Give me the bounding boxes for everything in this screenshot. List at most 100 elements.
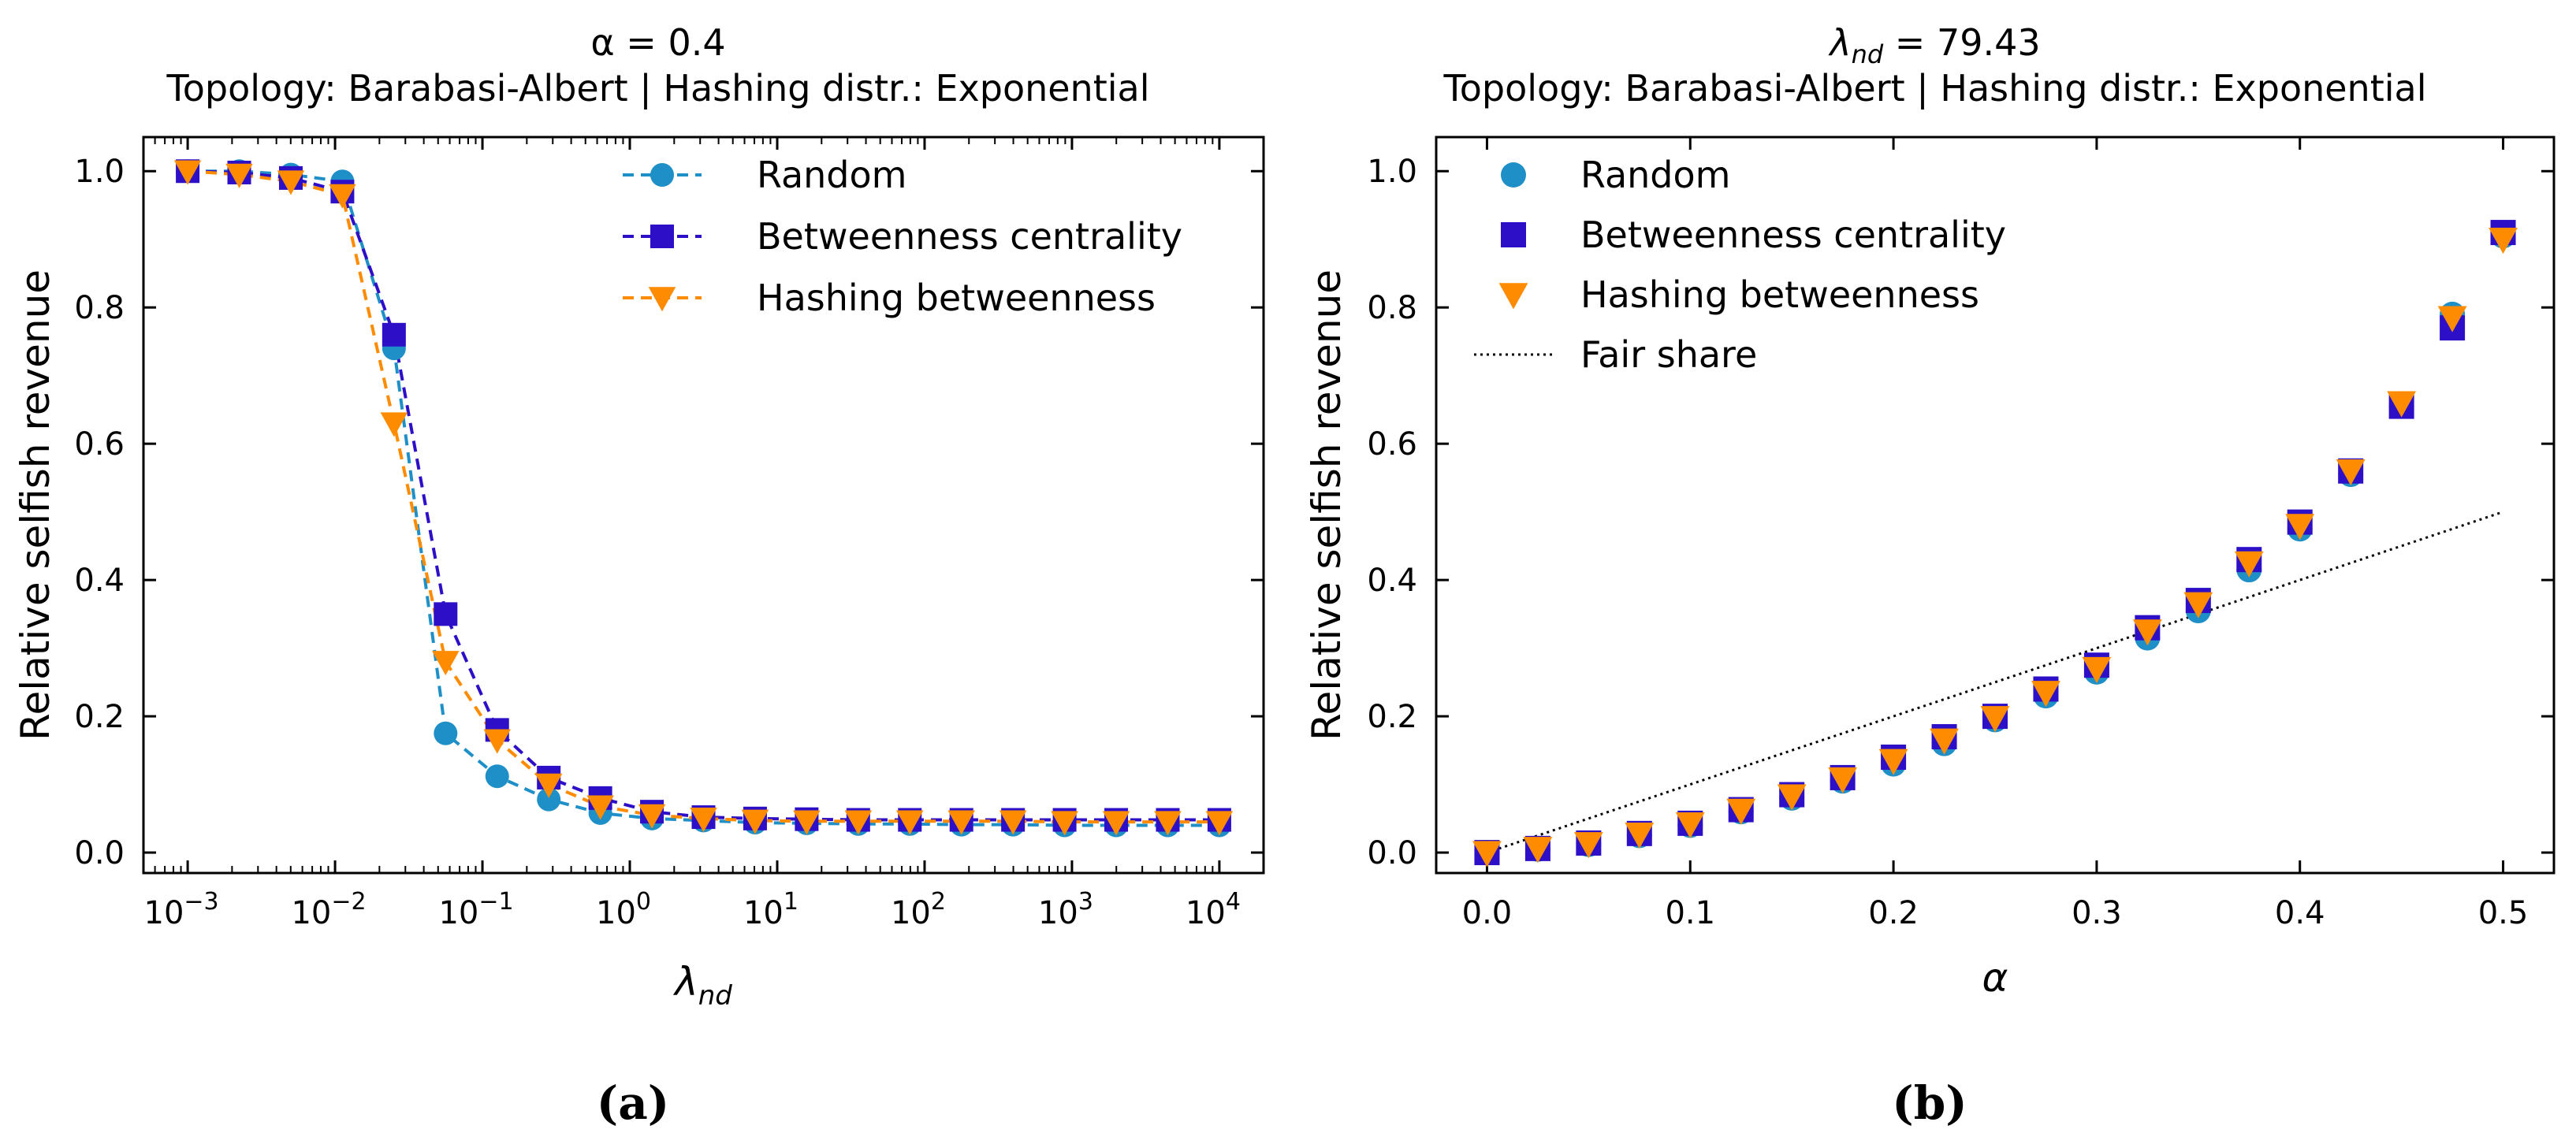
panel-a-xtick-label: 101 [743,888,798,931]
panel-b-legend-marker-random [1501,162,1526,188]
panel-a-xtick-base: 10 [596,895,636,931]
panel-a-ytick-label: 0.0 [74,835,125,871]
panel-b-ylabel: Relative selfish revenue [1304,269,1349,741]
panel-b-legend-label-betweenness-centrality: Betweenness centrality [1580,214,2006,256]
panel-a-xtick-label: 10−3 [144,888,219,931]
panel-b-xtick-label: 0.3 [2072,895,2122,931]
panel-b-title-lambda: λ [1827,21,1851,64]
panel-a-point-hashing-betweenness [432,651,460,676]
panel-a-ylabel: Relative selfish revenue [13,269,58,741]
panel-b-xtick-label: 0.2 [1868,895,1919,931]
panel-b-point-hashing-betweenness [2031,681,2060,708]
panel-b-legend-label-hashing-betweenness: Hashing betweenness [1580,273,1979,316]
panel-a-line-random [188,169,1219,827]
panel-b-ytick-label: 0.8 [1367,290,1417,326]
panel-a-markers [173,159,1234,838]
panel-a-xlabel-main: λ [672,959,698,1005]
panel-a-xtick-label: 103 [1038,888,1093,931]
panel-a-point-hashing-betweenness [1102,811,1130,836]
panel-a-ticks: 0.00.20.40.60.81.010−3 10−2 10−1 100 101 102 1… [74,137,1264,931]
panel-b-point-hashing-betweenness [2234,551,2264,578]
panel-a-point-hashing-betweenness [1154,811,1182,836]
panel-b-point-hashing-betweenness [2082,656,2112,683]
panel-a-xtick-base: 10 [891,895,931,931]
panel-a-point-hashing-betweenness [483,729,511,754]
panel-a-xtick-base: 10 [1038,895,1078,931]
panel-b: λnd = 79.43 Topology: Barabasi-Albert | … [1304,21,2556,1130]
panel-b-title-sub: nd [1852,39,1884,69]
panel-b-title-line1: λnd = 79.43 [1827,21,2040,69]
panel-a-xtick-exponent: 0 [636,888,651,916]
panel-a-xtick-exponent: −1 [478,888,513,916]
panel-a-point-hashing-betweenness [638,804,666,829]
panel-a-xtick-label: 10−1 [438,888,513,931]
panel-a-point-hashing-betweenness [534,773,563,798]
panel-a: α = 0.4 Topology: Barabasi-Albert | Hash… [13,21,1265,1130]
panel-b-title-line2: Topology: Barabasi-Albert | Hashing dist… [1443,67,2427,110]
panel-a-point-hashing-betweenness [380,412,408,437]
panel-b-point-hashing-betweenness [1625,822,1655,849]
panel-a-line-betweenness-centrality [188,169,1219,822]
panel-b-point-hashing-betweenness [1930,728,1959,755]
panel-a-point-hashing-betweenness [586,795,614,820]
panel-a-point-hashing-betweenness [225,163,253,188]
panel-a-xlabel-sub: nd [698,980,733,1012]
panel-a-point-betweenness-centrality [434,602,458,626]
panel-b-legend: Random Betweenness centrality Hashing betw… [1474,154,2006,376]
panel-a-xtick-exponent: −3 [184,888,218,916]
panel-a-xtick-label: 104 [1186,888,1241,931]
panel-b-series-lines [1486,511,2504,854]
panel-a-title-line2: Topology: Barabasi-Albert | Hashing dist… [166,67,1150,110]
panel-a-xlabel: λnd [672,959,732,1012]
panel-b-point-hashing-betweenness [1828,767,1858,794]
panel-b-point-hashing-betweenness [2132,619,2162,646]
panel-b-point-hashing-betweenness [2285,514,2315,541]
panel-a-point-random [434,721,458,745]
panel-a-legend-marker-betweenness-centrality [650,225,674,248]
panel-b-point-hashing-betweenness [2489,228,2518,254]
panel-b-point-hashing-betweenness [1675,812,1705,839]
panel-a-point-hashing-betweenness [896,810,924,835]
panel-a-xtick-label: 100 [596,888,651,931]
panel-a-point-hashing-betweenness [999,810,1027,835]
panel-a-ytick-label: 0.4 [74,563,125,599]
panel-b-legend-marker-betweenness-centrality [1501,222,1526,247]
panel-b-point-hashing-betweenness [2336,459,2366,486]
panel-b-line-fair-share [1486,511,2504,854]
panel-a-ytick-label: 1.0 [74,154,125,190]
panel-b-ytick-label: 0.4 [1367,563,1417,599]
panel-a-point-hashing-betweenness [793,810,821,835]
panel-a-xtick-exponent: 4 [1226,888,1241,916]
panel-a-xtick-base: 10 [291,895,331,931]
panel-a-series-lines [187,169,1219,827]
panel-a-xtick-base: 10 [1186,895,1226,931]
panel-b-point-hashing-betweenness [2437,306,2467,333]
panel-b-xtick-label: 0.5 [2478,895,2529,931]
panel-b-point-hashing-betweenness [1726,798,1756,825]
panel-a-xtick-base: 10 [438,895,478,931]
panel-a-xtick-exponent: 3 [1078,888,1093,916]
panel-a-xtick-label: 102 [891,888,946,931]
panel-a-line-hashing-betweenness [187,169,1219,824]
panel-a-point-random [485,764,509,789]
panel-a-point-hashing-betweenness [277,170,305,195]
panel-a-caption: (a) [597,1076,669,1130]
panel-b-ytick-label: 0.2 [1367,699,1417,735]
panel-b-ticks: 0.0 0.2 0.4 0.6 0.8 1.0 0.0 0.1 0.2 0.3 0.4 0.5 [1367,137,2554,931]
panel-b-point-hashing-betweenness [1777,784,1807,811]
panel-b-caption: (b) [1892,1076,1967,1130]
panel-a-point-hashing-betweenness [947,810,975,835]
panel-b-axes-frame [1435,136,2556,875]
panel-b-legend-label-fair-share: Fair share [1580,333,1757,376]
panel-a-point-betweenness-centrality [382,322,406,347]
panel-b-point-hashing-betweenness [1573,832,1603,859]
panel-a-point-hashing-betweenness [173,160,202,185]
panel-a-legend-marker-random [650,163,674,187]
panel-a-point-hashing-betweenness [1051,811,1078,836]
panel-a-point-random [537,787,561,812]
panel-b-legend-marker-hashing-betweenness [1498,283,1528,310]
panel-b-ytick-label: 0.6 [1367,426,1417,463]
panel-a-point-hashing-betweenness [844,810,873,835]
panel-b-point-hashing-betweenness [1980,706,2010,733]
